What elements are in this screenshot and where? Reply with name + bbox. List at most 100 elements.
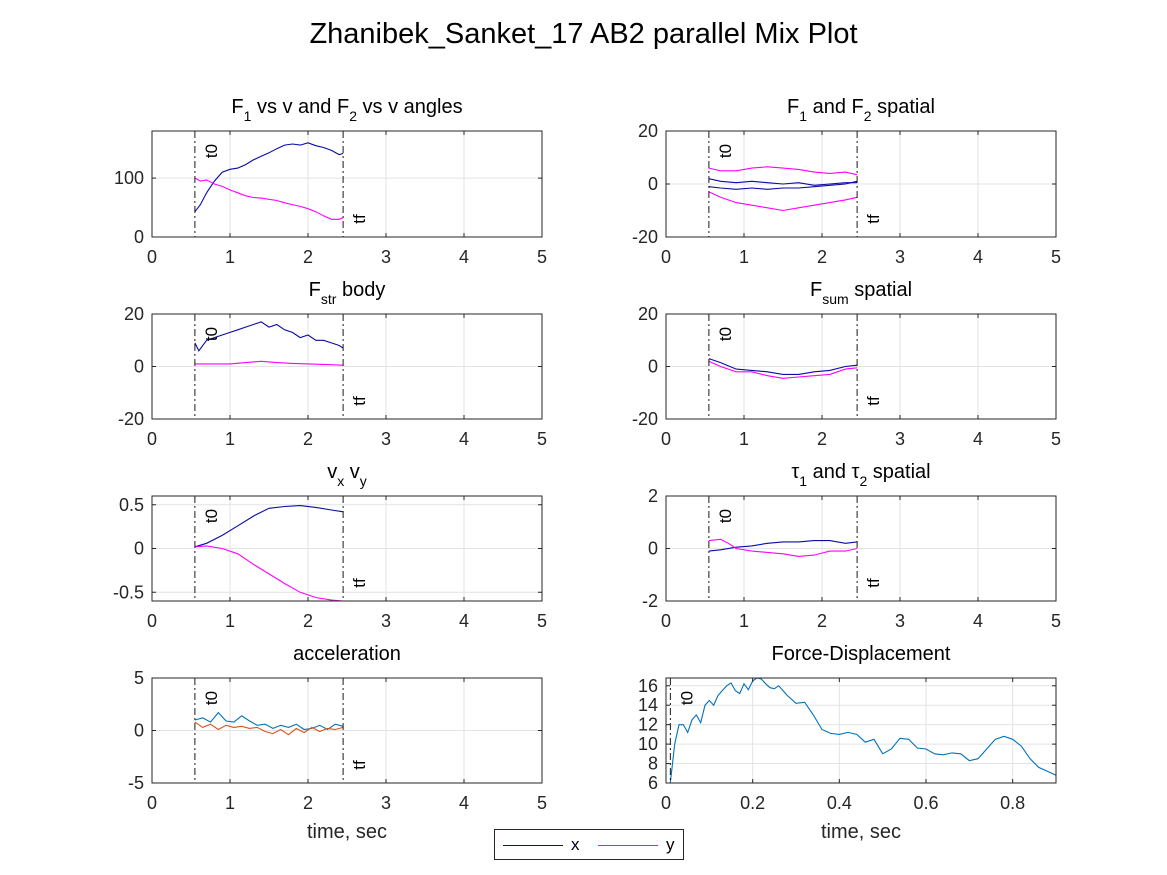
x-tick-label: 3 <box>381 247 391 267</box>
chart-title: vx vy <box>327 461 367 489</box>
marker-label-tf: tf <box>350 578 369 588</box>
x-tick-label: 3 <box>895 429 905 449</box>
x-tick-label: 4 <box>459 793 469 813</box>
x-tick-label: 2 <box>817 247 827 267</box>
y-tick-label: 12 <box>638 715 658 735</box>
y-tick-label: 0 <box>648 357 658 377</box>
x-tick-label: 1 <box>739 247 749 267</box>
figure-title: Zhanibek_Sanket_17 AB2 parallel Mix Plot <box>309 18 858 50</box>
chart-p1: t0 tf 0 1 2 3 4 5 0 100 F1 vs v and F2 vs v angles <box>114 96 547 267</box>
series-line-y <box>194 545 344 601</box>
legend-line-x <box>503 845 563 846</box>
x-tick-label: 5 <box>1051 429 1061 449</box>
chart-title: τ1 and τ2 spatial <box>791 461 930 489</box>
x-tick-label: 2 <box>303 247 313 267</box>
y-tick-label: 16 <box>638 676 658 696</box>
x-tick-label: 3 <box>381 611 391 631</box>
x-tick-label: 2 <box>303 793 313 813</box>
series-line-x <box>708 178 858 186</box>
y-tick-label: -20 <box>632 409 658 429</box>
series-line-y <box>194 177 344 220</box>
x-tick-label: 3 <box>381 793 391 813</box>
marker-label-tf: tf <box>864 578 883 588</box>
x-tick-label: 0 <box>661 793 671 813</box>
marker-label-t0: t0 <box>716 327 735 341</box>
series-line-y <box>708 191 858 212</box>
y-tick-label: 0 <box>134 227 144 247</box>
y-tick-label: 14 <box>638 695 658 715</box>
plot-area <box>666 678 1056 783</box>
y-tick-label: 0.5 <box>119 495 144 515</box>
x-tick-label: 2 <box>817 611 827 631</box>
y-tick-label: 20 <box>638 121 658 141</box>
chart-title: F1 vs v and F2 vs v angles <box>231 96 462 124</box>
axes-box <box>151 130 543 238</box>
x-tick-label: 4 <box>973 247 983 267</box>
marker-label-t0: t0 <box>202 509 221 523</box>
series-line-x <box>708 540 858 552</box>
chart-title: Force-Displacement <box>772 643 951 665</box>
y-tick-label: -20 <box>632 227 658 247</box>
x-tick-label: 5 <box>1051 247 1061 267</box>
y-tick-label: 6 <box>648 773 658 793</box>
x-tick-label: 0 <box>147 611 157 631</box>
x-tick-label: 3 <box>895 247 905 267</box>
legend-line-y <box>598 845 658 846</box>
series-line-x <box>708 180 858 190</box>
series-line-accel_x <box>194 711 344 731</box>
x-tick-label: 1 <box>225 429 235 449</box>
x-tick-label: 0 <box>147 247 157 267</box>
x-tick-label: 5 <box>537 429 547 449</box>
series-line-accel_y <box>194 721 344 736</box>
marker-label-t0: t0 <box>202 691 221 705</box>
marker-label-t0: t0 <box>202 327 221 341</box>
y-tick-label: 0 <box>648 539 658 559</box>
marker-label-t0: t0 <box>677 691 696 705</box>
marker-label-tf: tf <box>864 396 883 406</box>
x-tick-label: 1 <box>225 793 235 813</box>
series-line-x <box>194 505 344 548</box>
series-line-y <box>708 538 858 557</box>
series-line-fd <box>669 678 1056 783</box>
x-tick-label: 0.2 <box>740 793 765 813</box>
y-tick-label: 0 <box>134 539 144 559</box>
x-tick-label: 4 <box>459 429 469 449</box>
y-tick-label: -5 <box>128 773 144 793</box>
x-tick-label: 0 <box>147 793 157 813</box>
x-tick-label: 3 <box>895 611 905 631</box>
series-line-y <box>708 360 858 379</box>
y-tick-label: 20 <box>124 304 144 324</box>
x-tick-label: 5 <box>537 611 547 631</box>
plot-area <box>152 131 542 237</box>
x-tick-label: 1 <box>739 429 749 449</box>
legend-label-x: x <box>571 835 580 854</box>
series-line-y <box>708 166 858 176</box>
x-tick-label: 5 <box>1051 611 1061 631</box>
y-tick-label: 0 <box>134 721 144 741</box>
marker-label-tf: tf <box>350 760 369 770</box>
y-tick-label: -20 <box>118 409 144 429</box>
marker-label-tf: tf <box>350 214 369 224</box>
x-tick-label: 0.4 <box>827 793 852 813</box>
chart-title: F1 and F2 spatial <box>787 96 935 124</box>
axes-box <box>665 677 1057 784</box>
x-tick-label: 4 <box>973 611 983 631</box>
y-tick-label: 0 <box>648 174 658 194</box>
series-line-y <box>194 360 344 366</box>
y-tick-label: 5 <box>134 668 144 688</box>
legend[interactable]: x y <box>494 829 684 860</box>
y-tick-label: -0.5 <box>113 582 144 602</box>
x-tick-label: 1 <box>225 611 235 631</box>
x-tick-label: 5 <box>537 247 547 267</box>
marker-label-tf: tf <box>864 214 883 224</box>
x-tick-label: 0 <box>661 611 671 631</box>
x-tick-label: 5 <box>537 793 547 813</box>
series-line-x <box>194 142 344 213</box>
marker-label-t0: t0 <box>716 144 735 158</box>
chart-title: acceleration <box>293 643 401 665</box>
